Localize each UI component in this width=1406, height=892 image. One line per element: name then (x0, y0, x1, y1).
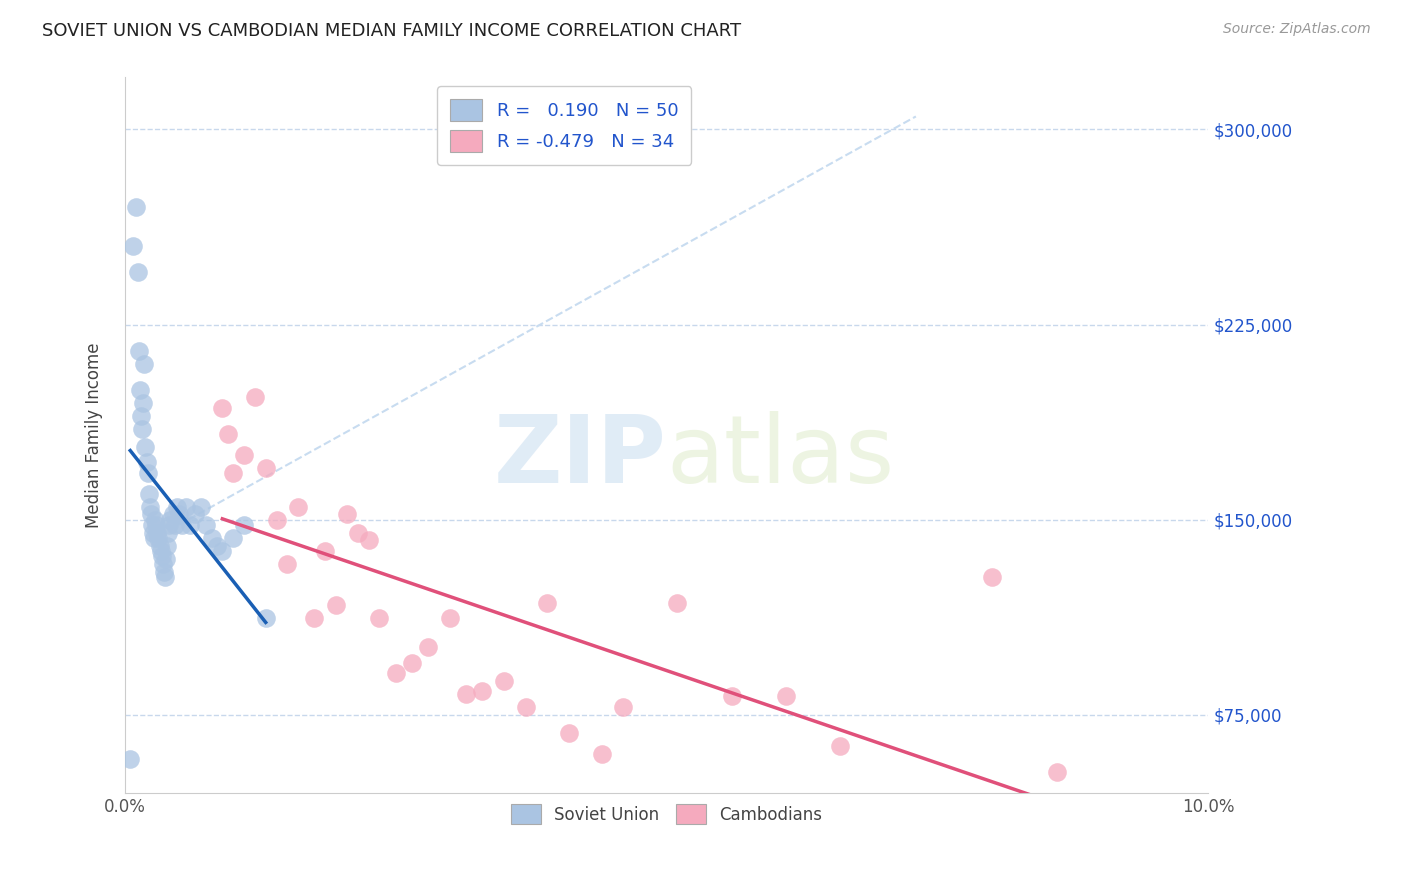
Point (157, 525, 180, 540)
Point (346, 525, 368, 540)
Point (222, 531, 245, 545)
Point (456, 687, 478, 701)
Point (418, 640, 440, 654)
Point (666, 596, 689, 610)
Point (120, 752, 142, 766)
Point (143, 512, 166, 526)
Point (163, 517, 186, 532)
Point (134, 440, 156, 454)
Point (515, 699, 537, 714)
Point (720, 690, 742, 704)
Point (153, 570, 176, 584)
Point (143, 531, 166, 545)
Point (135, 455, 157, 469)
Point (222, 466, 245, 480)
Point (287, 500, 309, 514)
Point (124, 201, 146, 215)
Point (439, 611, 461, 625)
Point (150, 549, 173, 563)
Point (276, 557, 298, 571)
Point (128, 343, 150, 358)
Legend: Soviet Union, Cambodians: Soviet Union, Cambodians (501, 794, 832, 834)
Point (172, 517, 194, 532)
Text: ZIP: ZIP (494, 410, 666, 502)
Text: SOVIET UNION VS CAMBODIAN MEDIAN FAMILY INCOME CORRELATION CHART: SOVIET UNION VS CAMBODIAN MEDIAN FAMILY … (42, 22, 741, 40)
Point (325, 599, 347, 613)
Point (211, 401, 233, 415)
Point (159, 512, 181, 526)
Point (132, 395, 155, 409)
Point (174, 500, 197, 514)
Point (205, 539, 228, 553)
Point (157, 517, 180, 532)
Point (357, 533, 380, 548)
Point (156, 539, 179, 553)
Point (471, 684, 494, 698)
Point (1046, 764, 1069, 779)
Point (254, 460, 277, 475)
Text: Source: ZipAtlas.com: Source: ZipAtlas.com (1223, 22, 1371, 37)
Point (122, 239, 145, 253)
Point (384, 666, 406, 681)
Point (179, 517, 201, 532)
Point (152, 557, 174, 571)
Point (190, 500, 212, 514)
Point (141, 517, 163, 532)
Point (145, 517, 167, 532)
Point (775, 690, 797, 704)
Point (195, 517, 218, 532)
Point (127, 265, 149, 279)
Point (233, 517, 256, 532)
Point (148, 531, 170, 545)
Point (591, 747, 613, 761)
Point (136, 466, 159, 480)
Point (401, 656, 423, 670)
Point (142, 525, 165, 540)
Point (254, 611, 277, 625)
Point (233, 448, 256, 462)
Point (167, 508, 190, 522)
Text: atlas: atlas (666, 410, 894, 502)
Point (211, 543, 233, 558)
Point (148, 539, 170, 553)
Point (368, 611, 391, 625)
Point (129, 383, 152, 397)
Point (155, 551, 177, 566)
Point (200, 531, 222, 545)
Point (166, 500, 188, 514)
Point (304, 611, 326, 625)
Point (162, 508, 184, 522)
Point (828, 739, 851, 753)
Point (336, 508, 359, 522)
Point (612, 699, 634, 714)
Point (131, 421, 153, 435)
Point (139, 508, 162, 522)
Point (980, 570, 1002, 584)
Point (149, 543, 172, 558)
Point (129, 409, 152, 423)
Point (134, 357, 156, 371)
Point (558, 726, 581, 740)
Point (266, 512, 288, 526)
Point (184, 508, 207, 522)
Point (146, 525, 169, 540)
Point (217, 426, 239, 441)
Point (536, 596, 558, 610)
Point (153, 565, 176, 579)
Point (314, 543, 336, 558)
Point (494, 673, 516, 688)
Point (138, 486, 160, 500)
Point (139, 500, 162, 514)
Y-axis label: Median Family Income: Median Family Income (86, 343, 103, 528)
Point (243, 390, 266, 404)
